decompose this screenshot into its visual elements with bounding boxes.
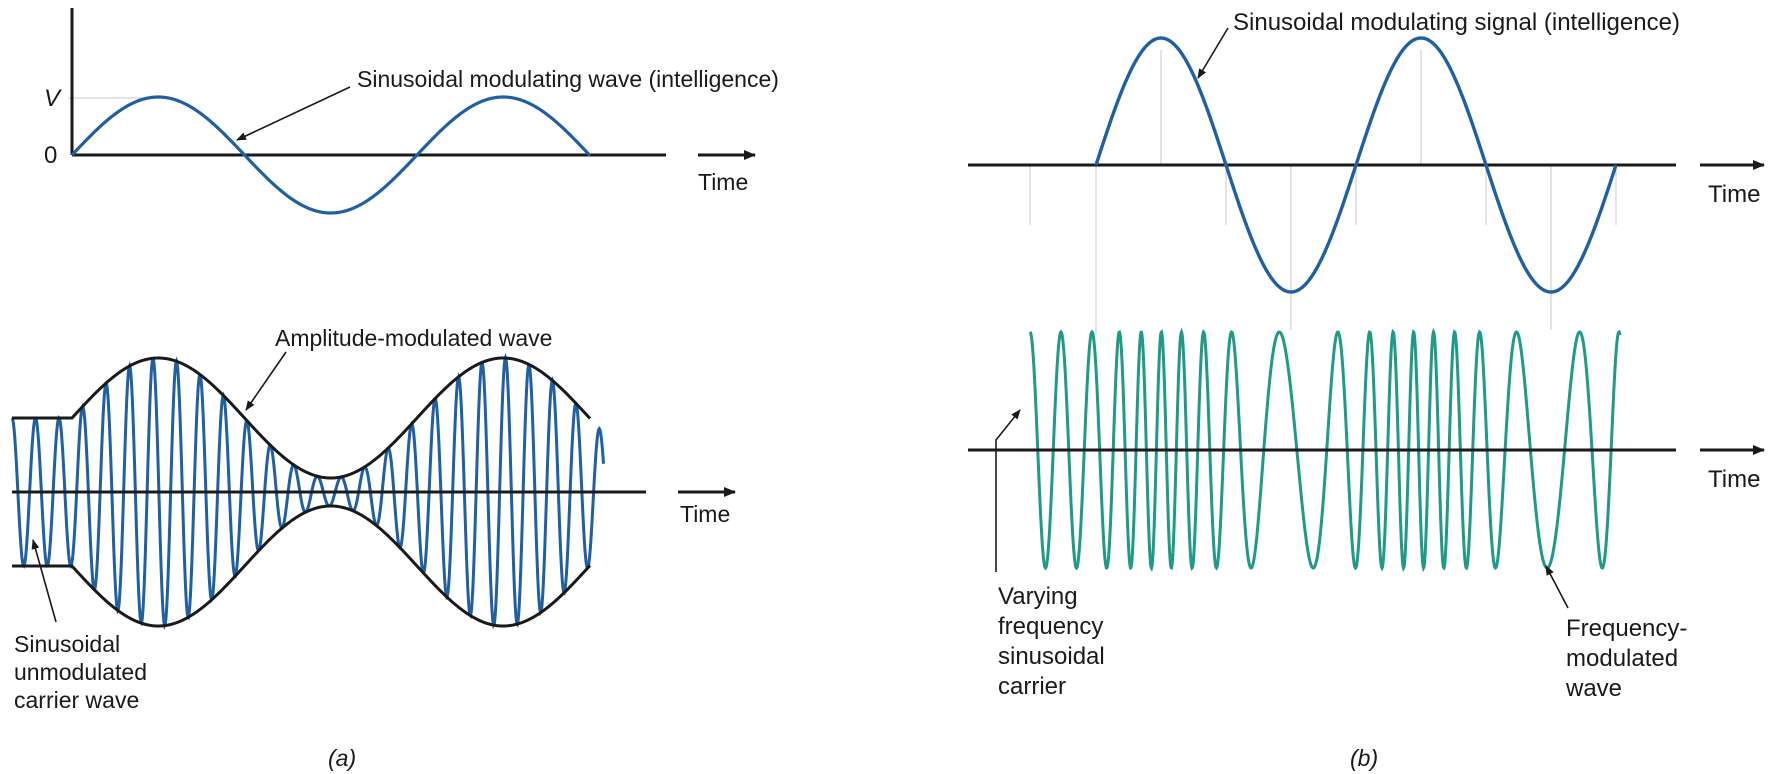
modulating-wave-a bbox=[70, 95, 592, 215]
time-label-a-top: Time bbox=[698, 169, 748, 195]
panel-b-guides bbox=[1029, 50, 1617, 335]
time-label-b-top: Time bbox=[1708, 181, 1760, 208]
panel-b: Time Sinusoidal modulating signal (intel… bbox=[968, 9, 1765, 771]
fm-label-line1: Frequency- bbox=[1566, 615, 1687, 642]
v-tick-label: V bbox=[44, 85, 62, 112]
modulating-wave-label: Sinusoidal modulating wave (intelligence… bbox=[357, 66, 779, 92]
time-label-b-bottom: Time bbox=[1708, 466, 1760, 493]
am-wave-pointer bbox=[245, 351, 287, 411]
carrier-label-a-line3: carrier wave bbox=[14, 687, 139, 713]
fm-wave bbox=[1028, 327, 1622, 573]
carrier-label-b-line1: Varying bbox=[998, 583, 1078, 610]
varying-carrier-pointer bbox=[995, 409, 1021, 572]
caption-b: (b) bbox=[1350, 745, 1378, 771]
caption-a: (a) bbox=[328, 745, 356, 771]
am-carrier-wave bbox=[10, 352, 605, 631]
panel-b-modulating-plot: Time Sinusoidal modulating signal (intel… bbox=[968, 9, 1765, 294]
modulating-signal-pointer bbox=[1197, 27, 1229, 79]
modulating-wave-pointer bbox=[236, 86, 351, 141]
time-label-a-bottom: Time bbox=[680, 501, 730, 527]
panel-a-modulating-plot: V 0 Time Sinusoidal modulating wave (int… bbox=[44, 8, 779, 215]
fm-wave-pointer bbox=[1545, 565, 1569, 609]
am-envelope-top bbox=[12, 356, 592, 480]
panel-a-am-plot: Time Amplitude-modulated wave Sinusoidal… bbox=[10, 325, 736, 713]
carrier-label-a-line2: unmodulated bbox=[14, 659, 147, 685]
modulating-signal-label: Sinusoidal modulating signal (intelligen… bbox=[1233, 9, 1680, 36]
panel-b-fm-plot: Time Varying frequency sinusoidal carrie… bbox=[968, 327, 1765, 702]
carrier-label-a-line1: Sinusoidal bbox=[14, 631, 120, 657]
zero-tick-label: 0 bbox=[44, 142, 57, 169]
am-wave-label: Amplitude-modulated wave bbox=[275, 325, 552, 351]
carrier-label-b-line4: carrier bbox=[998, 673, 1066, 700]
fm-label-line2: modulated bbox=[1566, 645, 1678, 672]
am-envelope-bottom bbox=[12, 504, 592, 628]
carrier-label-b-line2: frequency bbox=[998, 613, 1103, 640]
carrier-label-b-line3: sinusoidal bbox=[998, 643, 1105, 670]
fm-label-line3: wave bbox=[1565, 675, 1622, 702]
modulating-signal-b bbox=[1094, 36, 1618, 294]
carrier-pointer-a bbox=[31, 539, 57, 623]
panel-a: V 0 Time Sinusoidal modulating wave (int… bbox=[10, 8, 779, 771]
